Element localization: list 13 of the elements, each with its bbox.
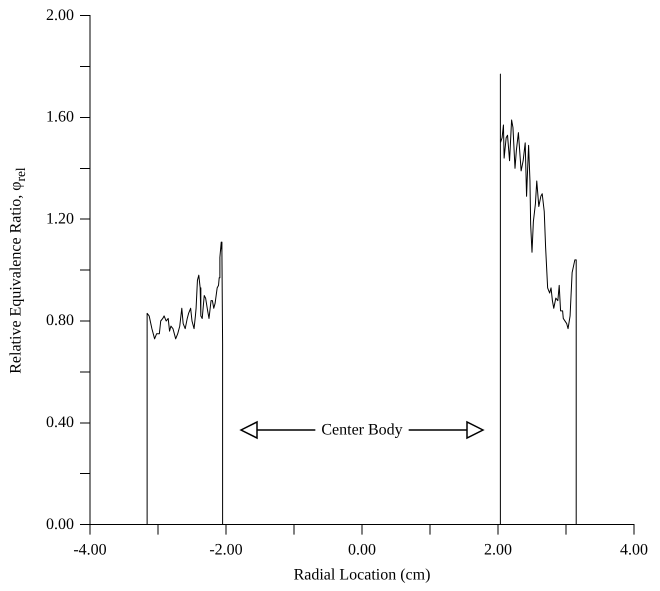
x-tick-label: -4.00 <box>73 541 107 558</box>
x-axis-title: Radial Location (cm) <box>294 566 430 584</box>
x-tick-label: 4.00 <box>620 541 648 558</box>
y-tick-label: 0.40 <box>46 414 74 432</box>
x-tick-label: 0.00 <box>348 541 376 558</box>
y-tick-label: 1.20 <box>46 210 74 228</box>
y-tick-label: 2.00 <box>46 6 74 24</box>
x-tick-label: 2.00 <box>484 541 512 558</box>
annotation: Center Body <box>321 422 403 439</box>
x-tick-label: -2.00 <box>209 541 243 558</box>
y-tick-label: 1.60 <box>46 108 74 126</box>
y-tick-label: 0.00 <box>46 516 74 533</box>
y-tick-label: 0.80 <box>46 312 74 330</box>
